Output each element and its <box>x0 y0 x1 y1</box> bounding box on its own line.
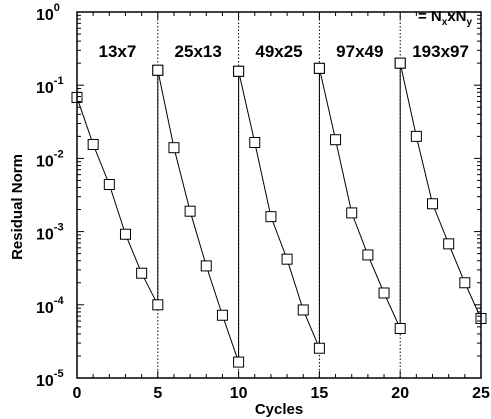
y-tick-label: 10-5 <box>36 368 64 390</box>
series-line <box>399 63 482 319</box>
data-point-marker <box>184 205 196 217</box>
data-point-marker <box>200 260 212 272</box>
y-tick-exponent: -1 <box>54 75 64 87</box>
data-point-marker <box>233 65 245 77</box>
plot-frame <box>76 11 482 379</box>
grid-size-label: 13x7 <box>98 42 136 61</box>
y-tick-label: 10-1 <box>36 75 64 97</box>
data-point-marker <box>313 62 325 74</box>
grid-size-label: 49x25 <box>255 42 302 61</box>
x-tick-label: 20 <box>391 385 409 402</box>
data-point-marker <box>152 64 164 76</box>
y-tick-base: 10 <box>36 300 54 317</box>
y-tick-label: 10-3 <box>36 222 64 244</box>
data-point-marker <box>103 178 115 190</box>
x-tick-label: 0 <box>73 385 82 402</box>
data-point-marker <box>265 211 277 223</box>
series-lines <box>76 63 482 363</box>
data-point-marker <box>410 130 422 142</box>
data-point-marker <box>249 136 261 148</box>
data-point-marker <box>87 138 99 150</box>
legend-sub-x: x <box>442 17 448 28</box>
data-point-marker <box>394 57 406 69</box>
y-tick-base: 10 <box>36 373 54 390</box>
data-point-marker <box>233 356 245 368</box>
data-point-marker <box>378 287 390 299</box>
axis-ticks <box>76 12 482 379</box>
data-point-marker <box>297 304 309 316</box>
legend-prefix: = N <box>418 8 442 25</box>
legend-grid-size: = NxxNy <box>418 8 473 28</box>
data-point-marker <box>362 249 374 261</box>
x-tick-label: 5 <box>153 385 162 402</box>
y-tick-exponent: -5 <box>54 368 64 380</box>
y-tick-base: 10 <box>36 153 54 170</box>
data-point-marker <box>313 342 325 354</box>
data-point-marker <box>459 277 471 289</box>
grid-size-label: 193x97 <box>412 42 469 61</box>
data-point-marker <box>119 228 131 240</box>
y-tick-label: 10-2 <box>36 148 64 170</box>
data-point-marker <box>346 207 358 219</box>
data-point-marker <box>136 267 148 279</box>
y-tick-exponent: -2 <box>54 148 64 160</box>
x-tick-label: 10 <box>230 385 248 402</box>
legend-mid: xN <box>447 8 466 25</box>
y-tick-base: 10 <box>36 7 54 24</box>
data-point-marker <box>152 299 164 311</box>
y-tick-base: 10 <box>36 227 54 244</box>
data-point-marker <box>281 253 293 265</box>
y-tick-exponent: -3 <box>54 222 64 234</box>
data-point-marker <box>168 142 180 154</box>
y-axis-title: Residual Norm <box>9 154 26 260</box>
y-tick-base: 10 <box>36 80 54 97</box>
data-markers <box>71 57 487 368</box>
data-point-marker <box>394 322 406 334</box>
x-tick-label: 25 <box>472 385 490 402</box>
y-tick-label: 10-4 <box>36 295 64 317</box>
grid-size-labels: 13x7 25x13 49x25 97x49 193x97 <box>98 42 468 61</box>
data-point-marker <box>427 198 439 210</box>
grid-size-label: 97x49 <box>336 42 383 61</box>
x-tick-labels: 0 5 10 15 20 25 <box>73 385 490 402</box>
data-point-marker <box>330 134 342 146</box>
x-tick-label: 15 <box>311 385 329 402</box>
data-point-marker <box>216 309 228 321</box>
y-tick-label: 100 <box>36 2 60 24</box>
y-tick-exponent: 0 <box>54 2 60 14</box>
y-tick-exponent: -4 <box>54 295 65 307</box>
x-axis-title: Cycles <box>255 401 303 418</box>
data-point-marker <box>443 238 455 250</box>
legend-sub-y: y <box>467 17 473 28</box>
grid-size-label: 25x13 <box>175 42 222 61</box>
